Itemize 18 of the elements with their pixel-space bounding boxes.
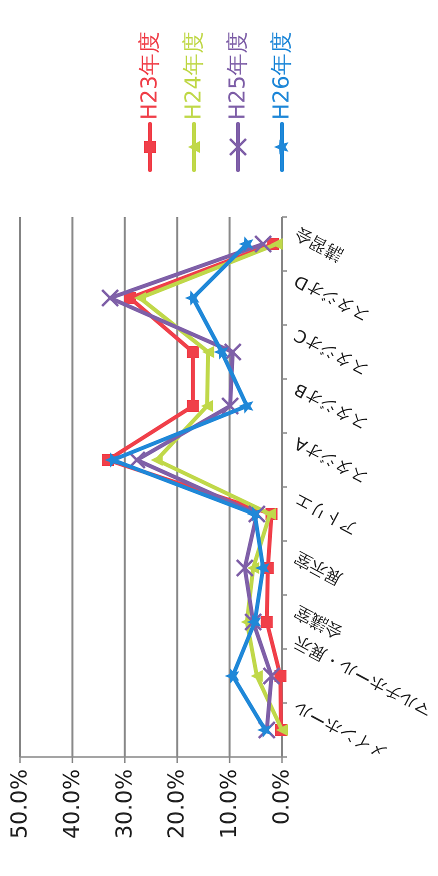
y-tick-label: 展示室 xyxy=(291,547,346,589)
x-tick-label: 20.0% xyxy=(164,769,190,839)
x-tick-label: 50.0% xyxy=(8,769,32,839)
x-tick-label: 0.0% xyxy=(270,769,294,825)
y-tick-label: メインホール xyxy=(291,697,391,763)
text: H24年度 xyxy=(182,31,206,120)
y-tick-label: スタジオD xyxy=(291,270,372,326)
y-tick-label: スタジオB xyxy=(291,378,371,434)
x-tick-label: 40.0% xyxy=(60,769,85,839)
y-tick-label: 講習会 xyxy=(291,223,346,265)
text: H25年度 xyxy=(226,31,250,120)
text: H26年度 xyxy=(270,31,294,120)
text: H23年度 xyxy=(138,31,162,120)
y-tick-label: アトリエ xyxy=(291,489,361,539)
y-tick-label: スタジオA xyxy=(290,432,371,488)
y-tick-label: スタジオC xyxy=(291,324,372,380)
x-tick-label: 10.0% xyxy=(217,769,242,839)
x-tick-label: 30.0% xyxy=(112,769,138,839)
